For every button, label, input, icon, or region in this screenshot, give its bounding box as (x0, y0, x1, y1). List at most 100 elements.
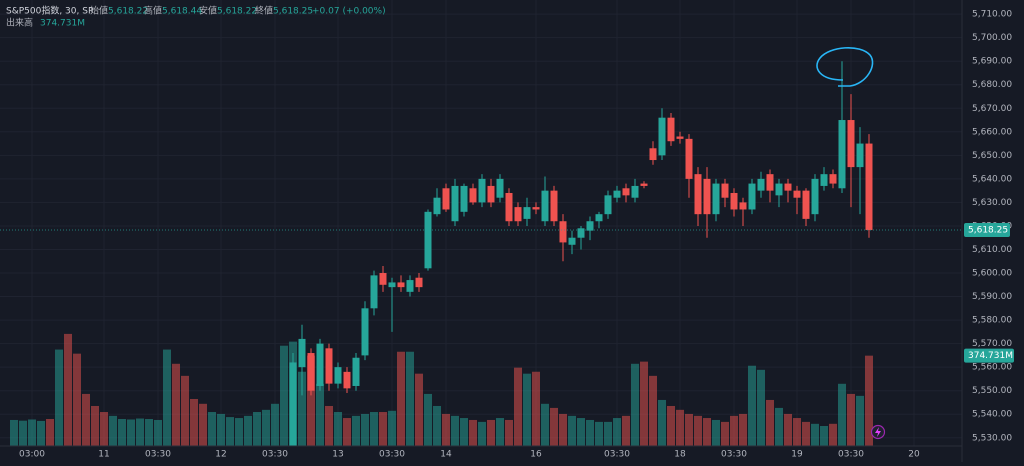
y-tick-label: 5,610.00 (972, 245, 1012, 255)
volume-bar (568, 415, 576, 446)
volume-bar (649, 375, 657, 446)
volume-bar (757, 369, 765, 446)
volume-bar (658, 399, 666, 446)
candle-body (730, 192, 738, 210)
volume-bar (559, 413, 567, 446)
volume-bar (451, 415, 459, 446)
candle-body (370, 275, 378, 309)
high-value: 5,618.44 (162, 7, 202, 17)
volume-bar (541, 403, 549, 446)
candle-body (487, 185, 495, 203)
x-tick-label: 20 (908, 450, 920, 460)
volume-bar (676, 409, 684, 446)
volume-bar (532, 371, 540, 446)
volume-bar (424, 393, 432, 446)
candle-body (307, 353, 315, 391)
volume-bar (739, 413, 747, 446)
volume-bar (217, 413, 225, 446)
x-tick-label: 03:30 (262, 450, 288, 460)
volume-bar (379, 412, 387, 446)
volume-bar (181, 375, 189, 446)
volume-bar (316, 383, 324, 446)
candle-body (325, 348, 333, 384)
volume-bar (496, 418, 504, 446)
open-label: 始値 (90, 5, 108, 17)
hand-drawn-annotation (816, 47, 874, 87)
candle-body (640, 183, 648, 186)
volume-bar (865, 355, 873, 446)
candle-body (514, 207, 522, 222)
candle-body (829, 174, 837, 184)
volume-bar (37, 420, 45, 446)
candle-body (757, 178, 765, 191)
candle-body (595, 214, 603, 222)
candle-body (406, 280, 414, 292)
x-tick-label: 03:00 (19, 450, 45, 460)
volume-bar (622, 415, 630, 446)
volume-bar (190, 398, 198, 446)
candle-body (559, 221, 567, 243)
volume-bar (46, 418, 54, 446)
y-tick-label: 5,560.00 (972, 363, 1012, 373)
volume-bar (334, 412, 342, 446)
volume-bar (100, 412, 108, 446)
x-tick-label: 13 (332, 450, 343, 460)
x-tick-label: 12 (215, 450, 226, 460)
candle-body (784, 183, 792, 191)
volume-bar (577, 418, 585, 446)
price-pane (0, 61, 962, 446)
candle-body (532, 207, 540, 210)
volume-bar (28, 419, 36, 446)
volume-bar (118, 418, 126, 446)
last-price-box (964, 223, 1010, 238)
volume-bar (478, 421, 486, 446)
volume-bar (442, 413, 450, 446)
x-tick-label: 03:30 (379, 450, 405, 460)
volume-bar (415, 373, 423, 446)
candle-body (523, 207, 531, 219)
volume-bar (235, 418, 243, 446)
x-tick-label: 03:30 (145, 450, 171, 460)
y-tick-label: 5,690.00 (972, 57, 1012, 67)
volume-bar (136, 418, 144, 446)
volume-bar (550, 407, 558, 446)
volume-bar (775, 407, 783, 446)
y-tick-label: 5,660.00 (972, 127, 1012, 137)
last-price-label: 5,618.25 (968, 226, 1008, 236)
volume-bar (55, 349, 63, 446)
y-tick-label: 5,580.00 (972, 316, 1012, 326)
candle-body (478, 178, 486, 203)
high-label: 高値 (144, 5, 162, 17)
candle-body (424, 211, 432, 269)
volume-bar (487, 419, 495, 446)
x-tick-label: 19 (791, 450, 803, 460)
volume-bar (73, 353, 81, 446)
candle-body (451, 185, 459, 222)
volume-bar (91, 405, 99, 446)
volume-bar (361, 413, 369, 446)
candle-body (613, 190, 621, 198)
y-tick-label: 5,640.00 (972, 174, 1012, 184)
volume-bar (856, 395, 864, 446)
volume-bar (64, 333, 72, 446)
volume-bar (766, 399, 774, 446)
volume-bar (505, 419, 513, 446)
low-value: 5,618.22 (217, 7, 257, 17)
change-value: +0.07 (+0.00%) (312, 7, 386, 17)
candle-body (685, 138, 693, 179)
candle-body (397, 282, 405, 288)
x-tick-label: 03:30 (604, 450, 630, 460)
candle-body (712, 183, 720, 215)
candle-body (802, 190, 810, 219)
candle-body (505, 192, 513, 222)
volume-bar (82, 393, 90, 446)
volume-bar (820, 425, 828, 446)
x-tick-label: 18 (674, 450, 686, 460)
y-tick-label: 5,550.00 (972, 386, 1012, 396)
candle-body (721, 183, 729, 198)
open-value: 5,618.22 (108, 7, 148, 17)
volume-bar (343, 418, 351, 446)
volume-value: 374.731M (40, 19, 85, 29)
candle-body (667, 117, 675, 142)
